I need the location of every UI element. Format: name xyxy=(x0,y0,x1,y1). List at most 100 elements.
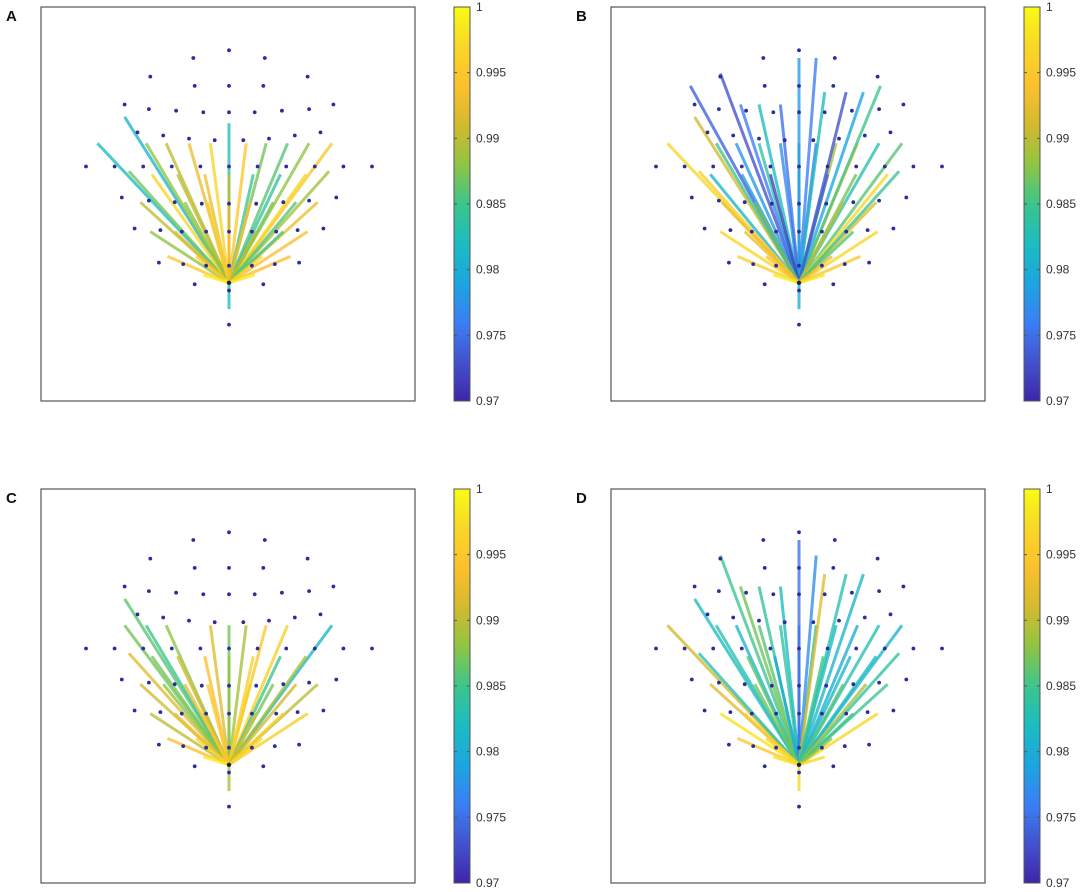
connection-line xyxy=(150,173,231,284)
electrode-dot xyxy=(854,164,859,169)
panel-d: D 1 0.995 0.99 0.985 0.98 0.975 0.97 xyxy=(576,482,1076,890)
connection-line xyxy=(195,737,230,766)
electrode-dot xyxy=(820,229,824,234)
colorbar-tick-label: 0.99 xyxy=(1046,613,1070,627)
electrode-dot xyxy=(227,263,231,268)
electrode-dot xyxy=(147,589,151,593)
connection-line xyxy=(719,230,800,285)
electrode-dot xyxy=(321,708,326,713)
electrode-dot xyxy=(882,646,887,651)
connection-line xyxy=(738,586,801,766)
electrode-dot xyxy=(842,262,847,266)
connection-line xyxy=(797,85,882,284)
electrode-dot xyxy=(292,615,297,620)
electrode-dot xyxy=(295,228,300,233)
colorbar-tick-label: 0.995 xyxy=(1046,548,1076,562)
electrode-dot xyxy=(281,200,286,205)
electrode-dot xyxy=(341,646,346,651)
electrode-dot xyxy=(199,201,204,206)
electrode-dot xyxy=(174,108,179,113)
connection-line xyxy=(227,625,248,765)
connection-line xyxy=(753,683,801,766)
colorbar-tick-label: 1 xyxy=(1046,0,1053,14)
colorbar-tick-label: 0.975 xyxy=(1046,810,1076,824)
electrode-dot xyxy=(321,226,326,231)
electrode-dot xyxy=(654,164,658,169)
electrode-dot xyxy=(797,322,801,327)
electrode-dot xyxy=(888,612,893,617)
hub-electrode-dot xyxy=(796,280,802,285)
electrode-dot xyxy=(172,682,177,687)
electrode-dot xyxy=(751,262,756,266)
connection-line xyxy=(797,573,865,766)
connection-line xyxy=(797,683,868,766)
electrode-dot xyxy=(84,646,88,651)
colorbar-tick-label: 0.99 xyxy=(476,131,500,145)
connection-line xyxy=(195,255,230,284)
electrode-dot xyxy=(204,229,209,234)
electrode-dot xyxy=(267,618,271,623)
colorbar-tick-label: 0.985 xyxy=(476,679,506,693)
electrode-dot xyxy=(797,711,801,716)
panel-label: B xyxy=(576,8,587,25)
colorbar-tick-label: 1 xyxy=(1046,482,1053,496)
electrode-dot xyxy=(727,260,731,265)
colorbar-tick-label: 0.975 xyxy=(476,810,506,824)
connection-line xyxy=(797,57,818,283)
connection-line xyxy=(772,755,800,767)
electrode-dot xyxy=(882,164,887,169)
electrode-dot xyxy=(284,646,289,651)
connection-line xyxy=(162,683,231,766)
electrode-dot xyxy=(797,229,801,234)
connection-line xyxy=(798,230,879,285)
electrode-dot xyxy=(172,200,177,205)
electrode-dot xyxy=(711,164,716,169)
electrode-dot xyxy=(261,566,266,570)
electrode-dot xyxy=(877,107,881,111)
connections xyxy=(666,540,904,792)
electrode-dot xyxy=(135,612,140,617)
connection-line xyxy=(797,655,878,766)
electrode-dot xyxy=(832,56,837,60)
connection-line xyxy=(227,655,308,766)
connection-line xyxy=(227,201,298,284)
electrode-dot xyxy=(797,683,801,688)
electrode-dot xyxy=(797,263,801,268)
electrode-dot xyxy=(717,107,721,111)
electrode-dot xyxy=(762,764,767,769)
electrode-dot xyxy=(267,136,271,141)
electrode-dot xyxy=(262,538,267,542)
electrode-dot xyxy=(877,589,881,593)
connection-line xyxy=(778,104,801,283)
electrode-dot xyxy=(147,198,151,203)
electrode-dot xyxy=(867,742,871,747)
colorbar-tick-label: 0.98 xyxy=(476,745,500,759)
electrode-dot xyxy=(227,745,231,750)
colorbar-tick-label: 0.98 xyxy=(1046,745,1070,759)
electrode-dot xyxy=(875,556,880,561)
connection-line xyxy=(228,737,263,766)
electrode-dot xyxy=(762,282,767,287)
electrode-dot xyxy=(702,708,707,713)
electrode-dot xyxy=(825,646,830,651)
electrode-dot xyxy=(227,683,231,688)
electrode-dot xyxy=(718,556,723,561)
electrode-dot xyxy=(119,677,124,682)
electrode-dot xyxy=(851,200,856,205)
electrode-dot xyxy=(307,589,311,593)
electrode-dot xyxy=(212,138,217,143)
electrode-dot xyxy=(717,589,721,593)
electrode-dot xyxy=(132,226,137,231)
electrode-dot xyxy=(728,710,733,714)
connection-line xyxy=(228,273,256,285)
electrode-dot xyxy=(187,618,191,623)
electrode-dot xyxy=(911,646,916,651)
colorbar-tick-label: 0.995 xyxy=(1046,66,1076,80)
electrode-dot xyxy=(718,74,723,79)
connection-line xyxy=(697,652,801,766)
electrodes xyxy=(84,530,374,809)
electrode-dot xyxy=(370,646,374,651)
electrode-dot xyxy=(762,566,767,570)
connection-line xyxy=(798,755,826,767)
electrode-dot xyxy=(192,566,197,570)
